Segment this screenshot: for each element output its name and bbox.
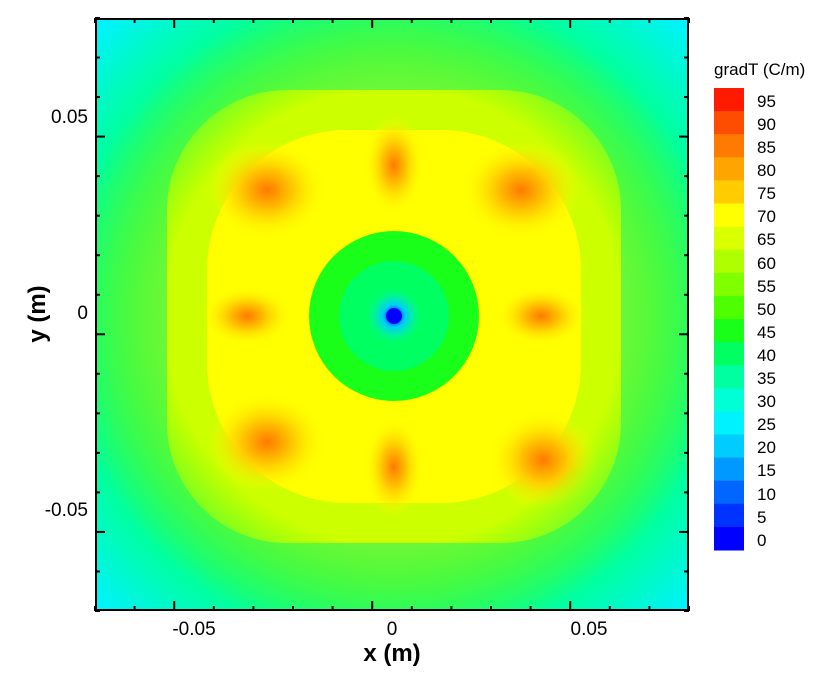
y-tick-label: 0.05 — [51, 107, 88, 128]
x-axis-title: x (m) — [363, 640, 421, 667]
colorbar-label: 35 — [757, 369, 776, 389]
colorbar-swatch — [714, 111, 744, 135]
colorbar-label: 80 — [757, 161, 776, 181]
colorbar-label: 5 — [757, 507, 767, 527]
y-axis-title: y (m) — [24, 285, 51, 343]
colorbar-swatch — [714, 342, 744, 366]
colorbar-label: 90 — [757, 114, 776, 134]
colorbar-label: 25 — [757, 415, 776, 435]
colorbar-swatch — [714, 180, 744, 204]
colorbar-swatch — [714, 203, 744, 228]
colorbar-swatch — [714, 272, 744, 297]
colorbar-label: 65 — [757, 230, 776, 250]
colorbar-swatch — [714, 457, 744, 482]
colorbar-swatch — [714, 365, 744, 389]
x-tick-label: 0 — [386, 619, 398, 640]
center-minimum — [386, 308, 402, 324]
y-tick-label: 0 — [77, 303, 88, 324]
colorbar-label: 40 — [757, 345, 776, 365]
colorbar-label: 55 — [757, 276, 776, 296]
colorbar-label: 95 — [757, 91, 776, 111]
colorbar-swatch — [714, 157, 744, 181]
colorbar-label: 10 — [757, 484, 776, 504]
colorbar-label: 45 — [757, 322, 776, 342]
colorbar-swatch — [714, 480, 744, 505]
colorbar-swatch — [714, 388, 744, 412]
y-tick-label: -0.05 — [44, 500, 88, 521]
colorbar-label: 70 — [757, 207, 776, 227]
colorbar-swatch — [714, 295, 744, 320]
colorbar-label: 85 — [757, 138, 776, 158]
colorbar-label: 50 — [757, 299, 776, 319]
colorbar-swatch — [714, 319, 744, 343]
colorbar-title: gradT (C/m) — [714, 60, 806, 79]
colorbar-label: 60 — [757, 253, 776, 273]
plot-area — [95, 18, 689, 611]
colorbar-swatch — [714, 503, 744, 528]
colorbar-label: 75 — [757, 184, 776, 204]
colorbar-swatch — [714, 411, 744, 435]
colorbar-swatch — [714, 88, 744, 112]
colorbar-swatch — [714, 226, 744, 251]
colorbar-label: 15 — [757, 461, 776, 481]
x-tick-label: 0.05 — [570, 619, 608, 640]
colorbar-label: 30 — [757, 392, 776, 412]
x-tick-label: -0.05 — [172, 619, 216, 640]
gradient-field-contour — [97, 20, 687, 609]
colorbar-swatch — [714, 134, 744, 158]
colorbar-swatch — [714, 249, 744, 274]
colorbar-swatch — [714, 526, 744, 551]
colorbar-label: 20 — [757, 438, 776, 458]
colorbar-label: 0 — [757, 530, 767, 550]
colorbar-swatch — [714, 434, 744, 459]
